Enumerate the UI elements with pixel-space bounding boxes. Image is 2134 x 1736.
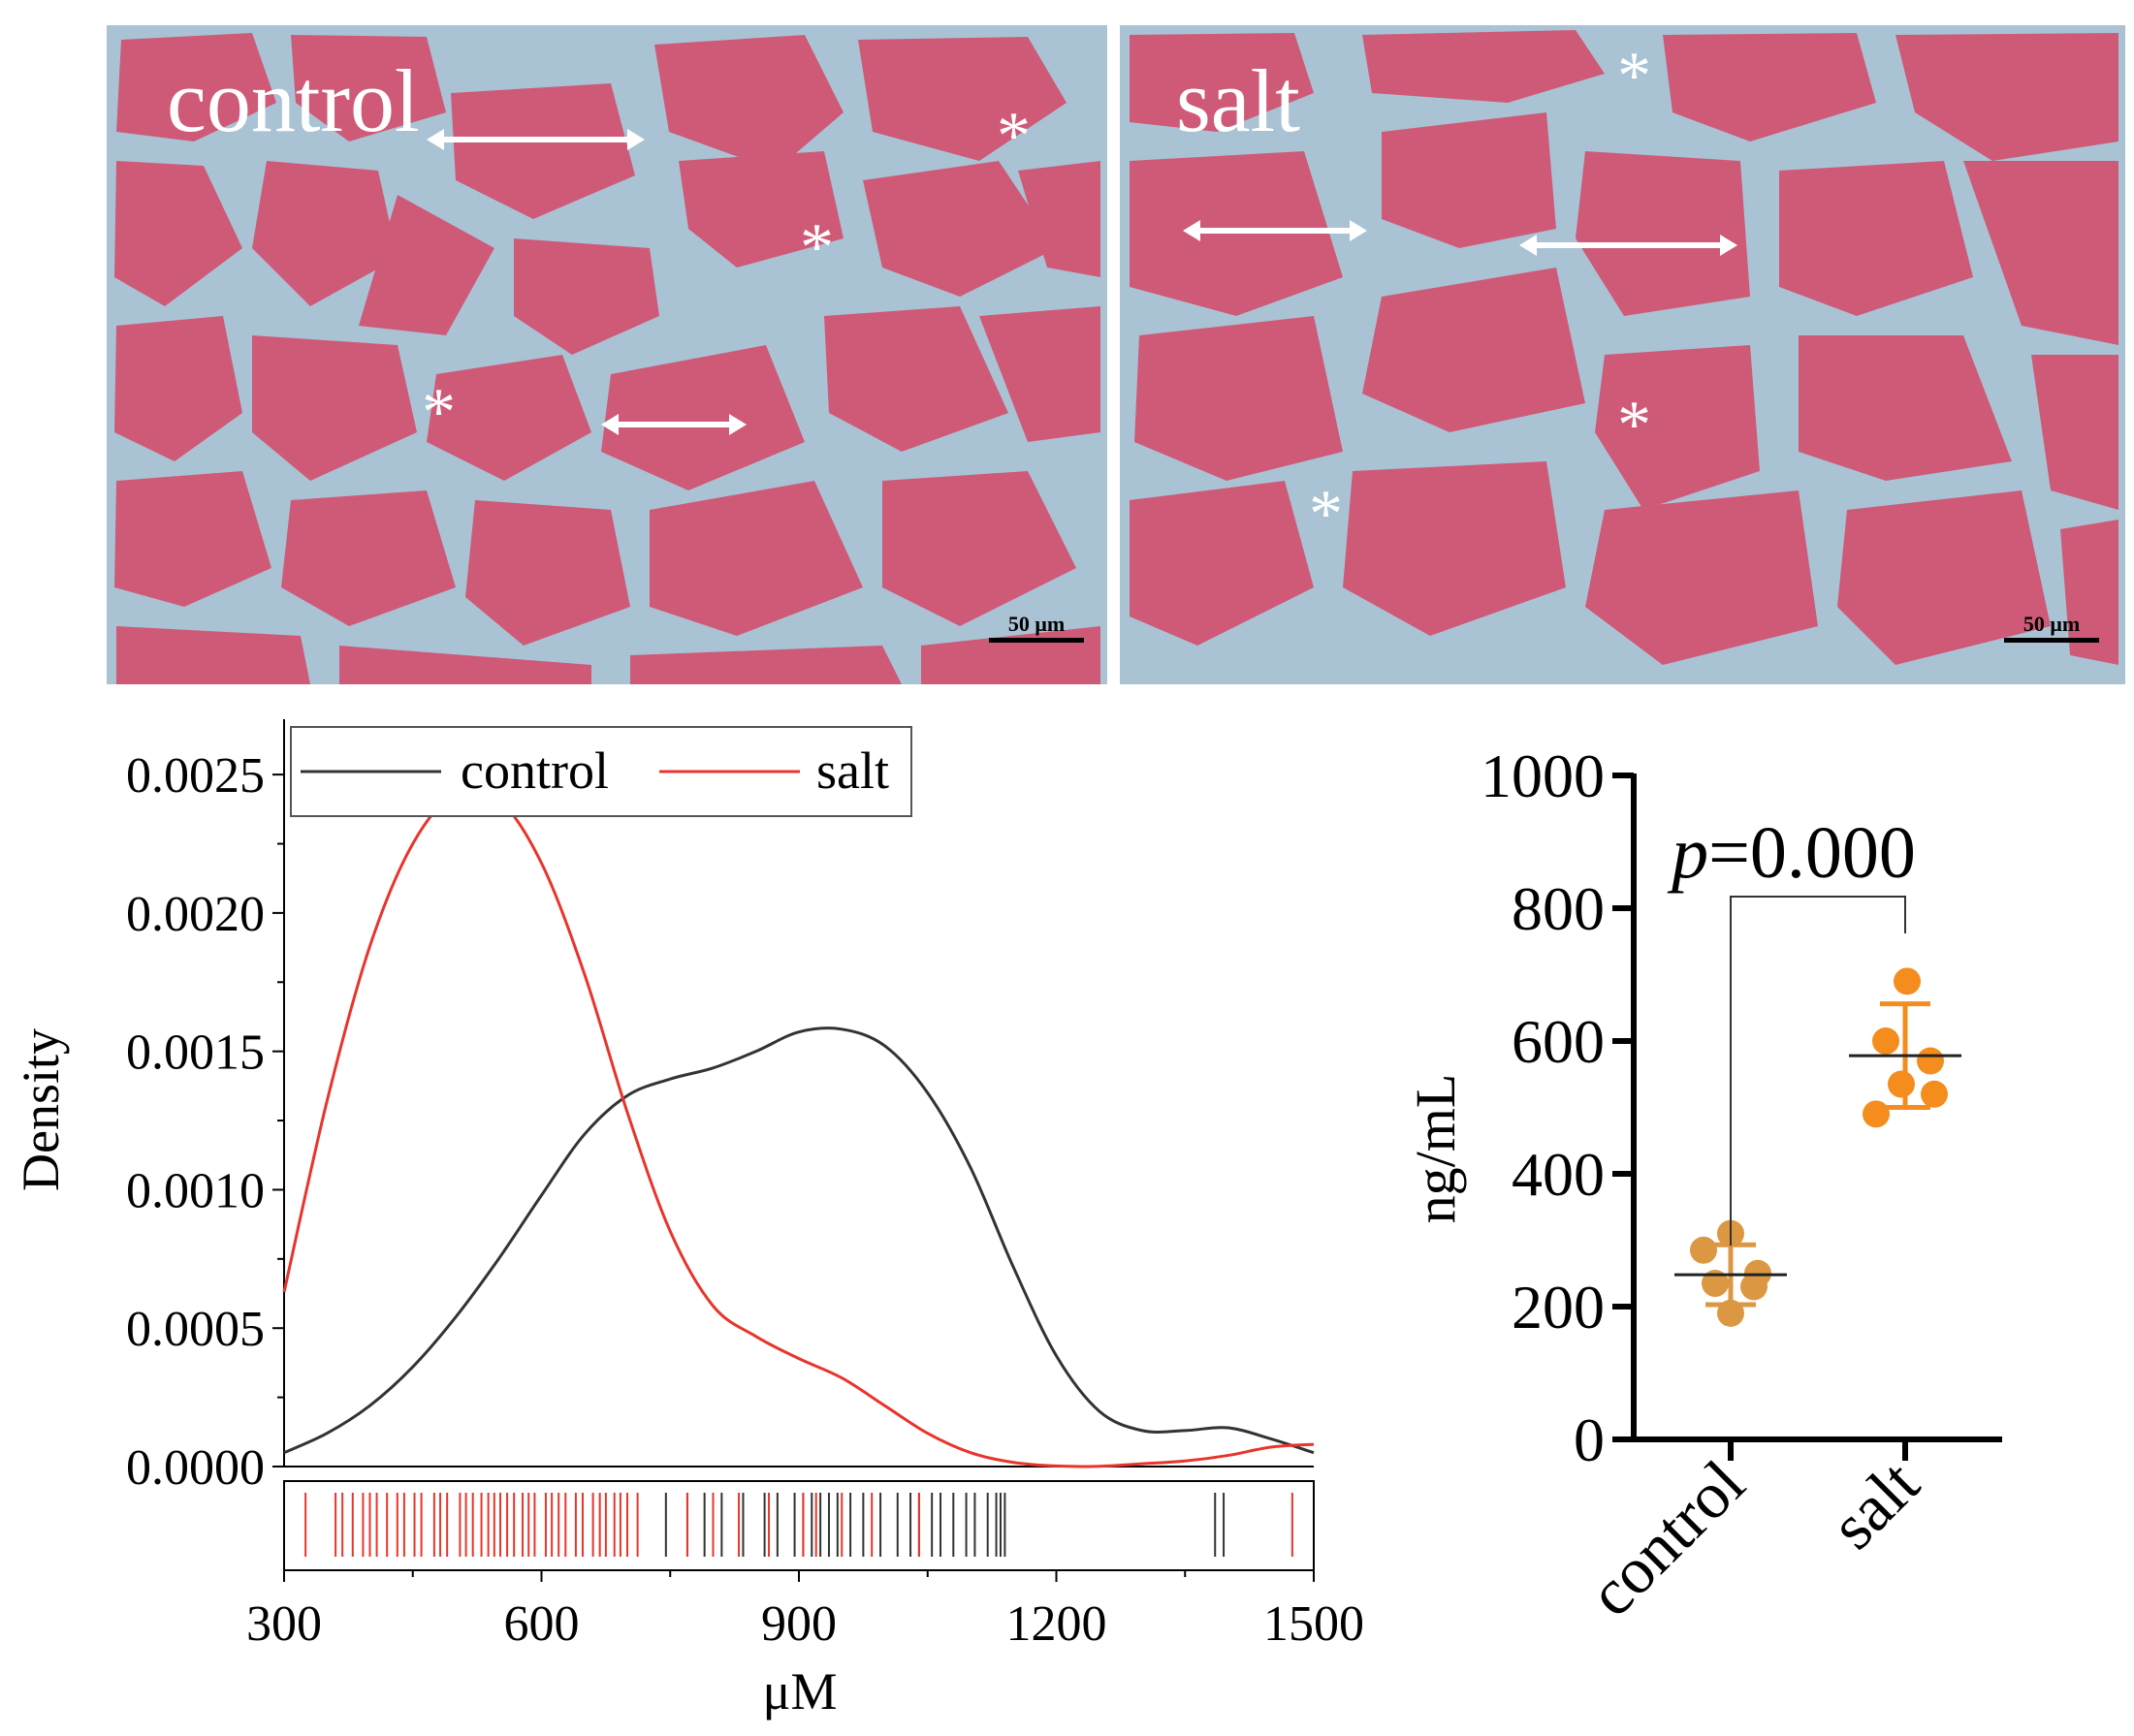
salt-scale-bar-label: 50 μm bbox=[2023, 612, 2081, 636]
density-x-tick-label: 900 bbox=[761, 1596, 837, 1652]
density-y-tick-label: 0.0020 bbox=[126, 887, 265, 942]
control-arrow-2 bbox=[601, 410, 747, 439]
salt-asterisk-3: * bbox=[1309, 477, 1343, 552]
density-y-tick-label: 0.0010 bbox=[126, 1163, 265, 1218]
density-y-tick-label: 0.0025 bbox=[126, 748, 265, 804]
density-rug-plot: 300 600 900 1200 1500 bbox=[246, 1480, 1364, 1652]
density-x-tick-label: 1200 bbox=[1006, 1596, 1107, 1652]
density-legend: control salt bbox=[290, 726, 912, 817]
density-x-tick-label: 1500 bbox=[1263, 1596, 1364, 1652]
density-x-axis-label: μM bbox=[763, 1662, 838, 1720]
control-asterisk-3: * bbox=[422, 375, 456, 450]
control-asterisk-2: * bbox=[800, 210, 834, 285]
density-y-tick-label: 0.0005 bbox=[126, 1302, 265, 1357]
control-tissue-image bbox=[107, 25, 1107, 684]
density-x-tick-label: 600 bbox=[504, 1596, 580, 1652]
density-y-tick-label: 0.0000 bbox=[126, 1440, 265, 1496]
salt-micrograph: salt * * * 50 μm bbox=[1120, 25, 2125, 684]
control-micrograph: control * * * 50 μm bbox=[107, 25, 1107, 684]
density-y-axis-label: Density bbox=[12, 1028, 70, 1191]
control-scale-bar-label: 50 μm bbox=[1007, 612, 1066, 636]
salt-density-line bbox=[282, 787, 1315, 1468]
density-x-tick-label: 300 bbox=[246, 1596, 322, 1652]
salt-arrow-1 bbox=[1183, 216, 1367, 245]
density-plot-area: 0.0000 0.0005 0.0010 0.0015 0.0020 0.0025 bbox=[126, 719, 1315, 1496]
control-density-line bbox=[283, 1026, 1315, 1455]
control-legend-label: control bbox=[461, 742, 609, 800]
density-y-tick-label: 0.0015 bbox=[126, 1026, 265, 1081]
control-scale-bar: 50 μm bbox=[989, 612, 1084, 643]
control-scale-bar-line bbox=[989, 638, 1084, 643]
control-arrow-1 bbox=[427, 125, 645, 154]
salt-legend-label: salt bbox=[816, 742, 889, 800]
salt-asterisk-1: * bbox=[1617, 39, 1651, 113]
density-rug-frame bbox=[283, 1480, 1315, 1571]
control-panel-label: control bbox=[167, 51, 420, 150]
salt-panel-label: salt bbox=[1176, 51, 1300, 150]
control-asterisk-1: * bbox=[997, 99, 1031, 174]
salt-arrow-2 bbox=[1519, 231, 1737, 260]
salt-scale-bar: 50 μm bbox=[2004, 612, 2099, 643]
salt-scale-bar-line bbox=[2004, 638, 2099, 643]
salt-asterisk-2: * bbox=[1617, 388, 1651, 462]
